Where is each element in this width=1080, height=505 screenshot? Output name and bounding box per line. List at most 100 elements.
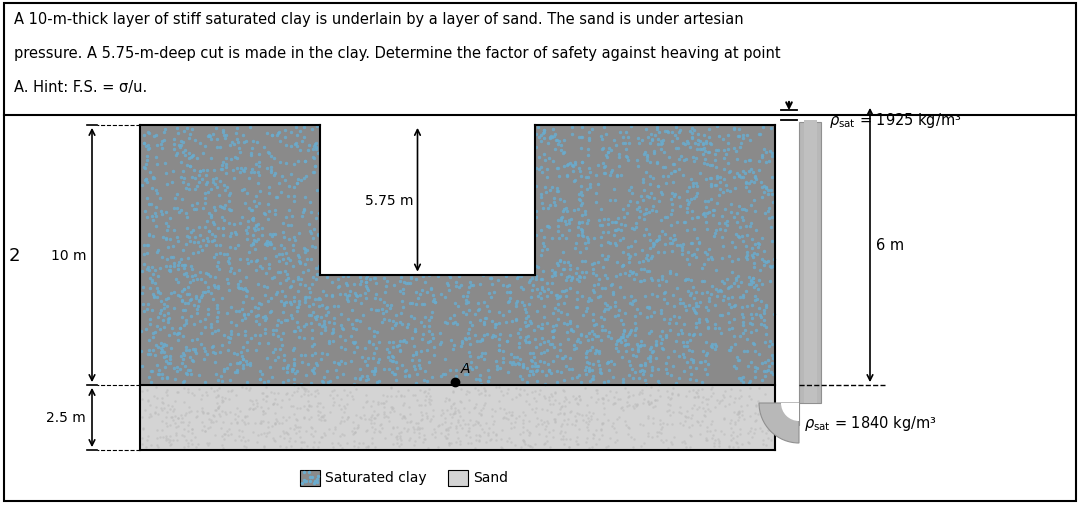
Point xyxy=(599,359,617,367)
Point xyxy=(566,207,583,215)
Point xyxy=(645,148,662,156)
Point xyxy=(161,421,178,429)
Point xyxy=(138,386,156,394)
Point xyxy=(599,220,617,228)
Point xyxy=(669,134,686,142)
Point xyxy=(613,353,631,361)
Point xyxy=(760,214,778,222)
Point xyxy=(761,263,779,271)
Point xyxy=(563,408,580,416)
Point xyxy=(531,358,549,366)
Point xyxy=(699,209,716,217)
Point xyxy=(199,409,216,417)
Point xyxy=(461,318,478,326)
Point xyxy=(152,208,170,216)
Point xyxy=(156,354,173,362)
Point xyxy=(161,215,178,223)
Point xyxy=(599,366,617,374)
Point xyxy=(657,360,674,368)
Point xyxy=(729,443,746,451)
Point xyxy=(352,375,369,383)
Point xyxy=(732,279,750,287)
Point xyxy=(545,396,563,405)
Point xyxy=(581,346,598,355)
Point xyxy=(153,137,171,145)
Point xyxy=(551,256,568,264)
Point xyxy=(262,153,280,161)
Point xyxy=(534,286,551,294)
Point xyxy=(175,321,192,329)
Point xyxy=(416,387,433,395)
Point xyxy=(702,392,719,400)
Point xyxy=(421,337,438,345)
Point xyxy=(665,161,683,169)
Point xyxy=(418,414,435,422)
Point xyxy=(168,330,186,338)
Point xyxy=(177,369,194,377)
Point xyxy=(370,377,388,385)
Point xyxy=(551,346,568,355)
Point xyxy=(525,353,542,361)
Point xyxy=(184,152,201,160)
Point xyxy=(256,443,273,451)
Point xyxy=(164,416,181,424)
Point xyxy=(573,258,591,266)
Point xyxy=(546,131,564,139)
Point xyxy=(487,332,504,340)
Point xyxy=(283,442,300,450)
Point xyxy=(690,315,707,323)
Point xyxy=(427,428,444,436)
Point xyxy=(156,363,173,371)
Point xyxy=(207,418,225,426)
Point xyxy=(627,352,645,361)
Point xyxy=(145,270,162,278)
Point xyxy=(698,289,715,297)
Point xyxy=(406,327,423,335)
Point xyxy=(445,411,462,419)
Point xyxy=(550,307,567,315)
Point xyxy=(158,235,175,243)
Point xyxy=(451,281,469,289)
Point xyxy=(407,379,424,387)
Point xyxy=(622,326,639,334)
Point xyxy=(756,390,773,398)
Point xyxy=(662,210,679,218)
Point xyxy=(296,476,313,484)
Point xyxy=(350,443,367,451)
Point xyxy=(683,405,700,413)
Point xyxy=(527,276,544,284)
Point xyxy=(636,367,653,375)
Point xyxy=(147,222,164,230)
Point xyxy=(538,174,555,182)
Point xyxy=(588,321,605,329)
Point xyxy=(136,164,153,172)
Point xyxy=(657,288,674,296)
Point xyxy=(324,292,341,300)
Point xyxy=(220,255,238,263)
Point xyxy=(221,361,239,369)
Point xyxy=(308,139,325,147)
Point xyxy=(446,409,463,417)
Point xyxy=(471,410,488,418)
Point xyxy=(732,376,750,384)
Point xyxy=(630,134,647,142)
Point xyxy=(203,329,220,337)
Point xyxy=(634,176,651,184)
Point xyxy=(672,203,689,211)
Point xyxy=(645,239,662,247)
Point xyxy=(168,291,186,299)
Point xyxy=(357,294,375,302)
Point xyxy=(741,413,758,421)
Point xyxy=(502,294,519,302)
Point xyxy=(366,294,383,302)
Point xyxy=(329,275,347,283)
Point xyxy=(332,419,349,427)
Point xyxy=(253,224,270,232)
Point xyxy=(716,227,733,235)
Point xyxy=(476,349,494,357)
Point xyxy=(517,333,535,341)
Point xyxy=(410,401,428,410)
Point xyxy=(160,315,177,323)
Point xyxy=(184,266,201,274)
Point xyxy=(503,360,521,368)
